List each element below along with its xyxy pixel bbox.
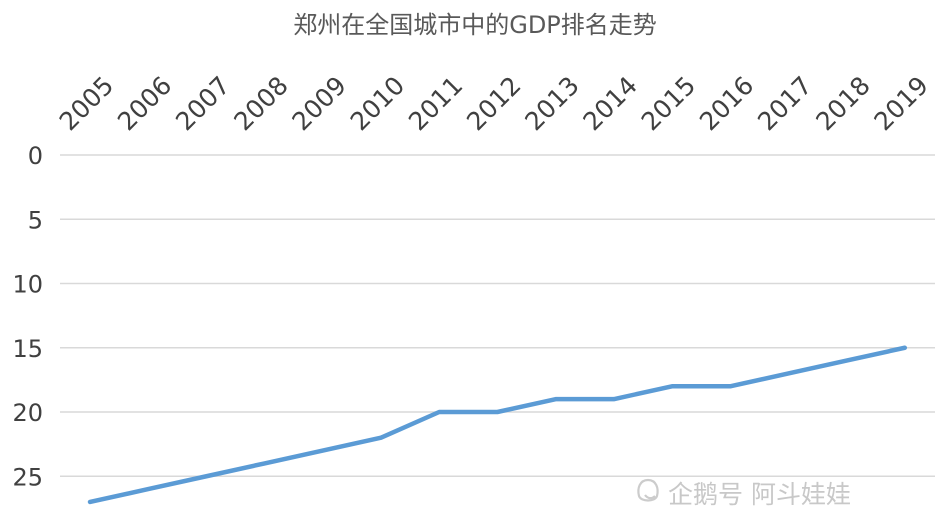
series-line-0	[87, 345, 908, 505]
x-tick-label: 2009	[287, 71, 352, 136]
gridlines	[60, 154, 935, 477]
x-tick-label: 2008	[228, 71, 293, 136]
x-tick-label: 2016	[694, 71, 759, 136]
y-tick-labels: 0 5 10 15 20 25	[12, 142, 43, 491]
series-layer	[87, 345, 908, 505]
watermark-text: 企鹅号 阿斗娃娃	[668, 480, 851, 509]
x-tick-label: 2014	[578, 71, 643, 136]
x-tick-label: 2010	[345, 71, 410, 136]
x-tick-label: 2011	[403, 71, 468, 136]
y-tick-label: 0	[28, 142, 43, 170]
x-tick-label: 2017	[752, 71, 817, 136]
chart-title: 郑州在全国城市中的GDP排名走势	[293, 11, 657, 39]
x-tick-label: 2006	[112, 71, 177, 136]
y-tick-label: 10	[12, 271, 43, 299]
x-tick-labels: 2005200620072008200920102011201220132014…	[54, 71, 934, 136]
y-tick-label: 15	[12, 335, 43, 363]
x-tick-label: 2012	[461, 71, 526, 136]
x-tick-label: 2019	[869, 71, 934, 136]
y-tick-label: 20	[12, 399, 43, 427]
x-tick-label: 2018	[810, 71, 875, 136]
x-tick-label: 2013	[519, 71, 584, 136]
y-tick-label: 5	[28, 206, 43, 234]
watermark: 企鹅号 阿斗娃娃	[637, 478, 851, 509]
y-tick-label: 25	[12, 463, 43, 491]
x-tick-label: 2005	[54, 71, 119, 136]
x-tick-label: 2007	[170, 71, 235, 136]
x-tick-label: 2015	[636, 71, 701, 136]
penguin-logo-icon	[637, 478, 659, 502]
